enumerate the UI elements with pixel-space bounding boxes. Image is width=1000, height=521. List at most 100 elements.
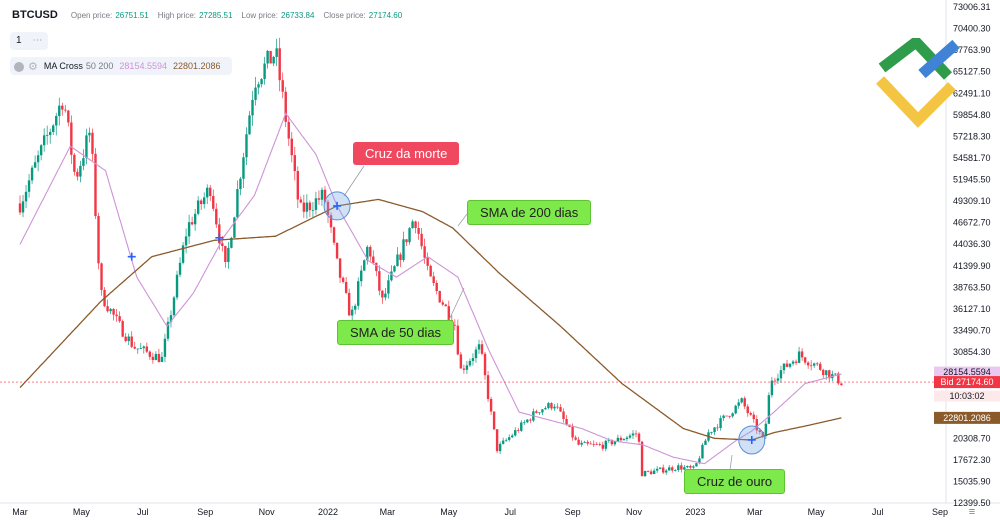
candle-body xyxy=(643,470,647,477)
candle-body xyxy=(507,437,511,440)
candle-body xyxy=(764,423,768,437)
time-axis[interactable]: Mar May Jul Sep Nov 2022 Mar May Jul Sep Nov 2023 Ma… xyxy=(0,502,1000,518)
candle-body xyxy=(169,315,173,322)
candle-body xyxy=(495,429,499,452)
ma200-price-tag: 22801.2086 xyxy=(943,413,991,423)
candle-body xyxy=(526,419,529,423)
cross-marker xyxy=(747,435,756,444)
candle-body xyxy=(112,308,115,315)
candle-body xyxy=(423,246,426,258)
candle-body xyxy=(33,162,37,168)
candle-body xyxy=(67,110,70,123)
candle-body xyxy=(272,56,275,64)
candle-body xyxy=(82,158,85,166)
candle-body xyxy=(785,363,789,367)
time-tick-label: Mar xyxy=(380,507,396,517)
candle-body xyxy=(592,443,595,445)
callout-connector xyxy=(447,287,465,323)
candle-body xyxy=(263,63,266,80)
candle-series xyxy=(18,37,843,477)
candle-body xyxy=(701,444,704,459)
candle-body xyxy=(671,467,674,471)
candle-body xyxy=(758,430,762,433)
candle-body xyxy=(553,406,556,409)
candle-body xyxy=(64,109,67,111)
candle-body xyxy=(661,467,665,473)
candle-body xyxy=(474,349,478,359)
time-tick-label: 2023 xyxy=(685,507,705,517)
candle-body xyxy=(761,432,765,437)
candle-body xyxy=(734,405,737,414)
candle-body xyxy=(166,321,170,339)
candle-body xyxy=(414,221,417,229)
candle-body xyxy=(287,121,290,139)
ma-lines xyxy=(19,112,842,471)
candle-body xyxy=(45,135,49,136)
symbol-title[interactable]: BTCUSD xyxy=(12,9,58,21)
candle-body xyxy=(504,439,508,441)
candle-body xyxy=(302,202,306,212)
axis-settings-icon[interactable]: ≡ xyxy=(969,506,975,518)
sma50-callout: SMA de 50 dias xyxy=(337,320,455,345)
hide-indicator-icon[interactable] xyxy=(14,61,24,72)
candle-body xyxy=(145,346,149,352)
candle-body xyxy=(193,213,197,225)
price-tick-label: 54581.70 xyxy=(953,153,991,163)
candle-body xyxy=(668,467,671,471)
death-cross-callout: Cruz da morte xyxy=(353,142,460,165)
countdown-tag-bg xyxy=(934,390,1000,402)
interval-button[interactable]: 1 ⋯ xyxy=(10,32,49,50)
gear-icon[interactable]: ⚙ xyxy=(28,60,38,73)
candle-body xyxy=(42,135,46,146)
candle-body xyxy=(812,363,816,366)
indicator-legend[interactable]: ⚙ MA Cross 50 200 28154.5594 22801.2086 xyxy=(10,57,232,75)
candle-body xyxy=(719,418,722,429)
ohlc-header: BTCUSD Open price: 26751.51 High price: … xyxy=(12,9,408,21)
countdown-tag: 10:03:02 xyxy=(949,391,984,401)
candle-body xyxy=(725,415,728,417)
more-icon[interactable]: ⋯ xyxy=(32,35,43,46)
price-tick-label: 57218.30 xyxy=(953,131,991,141)
candle-body xyxy=(471,358,475,361)
candle-body xyxy=(432,276,435,283)
candle-body xyxy=(541,409,544,413)
candle-body xyxy=(426,257,429,266)
candle-body xyxy=(402,239,405,261)
candle-body xyxy=(779,370,783,379)
candle-body xyxy=(335,242,339,259)
candle-body xyxy=(511,435,514,438)
candle-body xyxy=(514,430,517,436)
candle-body xyxy=(453,324,457,326)
candle-body xyxy=(133,346,136,349)
candle-body xyxy=(100,263,103,290)
candle-body xyxy=(649,471,653,475)
candle-body xyxy=(357,281,360,306)
high-label: High price: xyxy=(157,11,197,20)
candle-body xyxy=(683,467,686,470)
candle-body xyxy=(770,380,774,396)
candle-body xyxy=(459,354,463,369)
ma50-legend-value: 28154.5594 xyxy=(119,61,167,71)
candle-body xyxy=(363,260,366,271)
candle-body xyxy=(55,115,58,126)
candle-body xyxy=(236,189,239,218)
candle-body xyxy=(417,228,420,234)
candle-body xyxy=(27,180,31,192)
price-tick-label: 33490.70 xyxy=(953,325,991,335)
ma50-price-tag-bg xyxy=(934,366,1000,378)
time-tick-label: May xyxy=(808,507,826,517)
candle-body xyxy=(76,171,79,177)
candle-body xyxy=(172,297,176,316)
candle-body xyxy=(387,280,390,294)
candle-body xyxy=(175,274,179,298)
candle-body xyxy=(311,209,315,211)
candle-body xyxy=(91,132,94,154)
candle-body xyxy=(695,463,698,467)
candle-body xyxy=(181,245,185,263)
candle-body xyxy=(36,155,40,163)
candle-body xyxy=(822,369,825,376)
cross-marker xyxy=(333,201,342,210)
callout-connector xyxy=(343,165,365,197)
time-tick-label: May xyxy=(73,507,91,517)
